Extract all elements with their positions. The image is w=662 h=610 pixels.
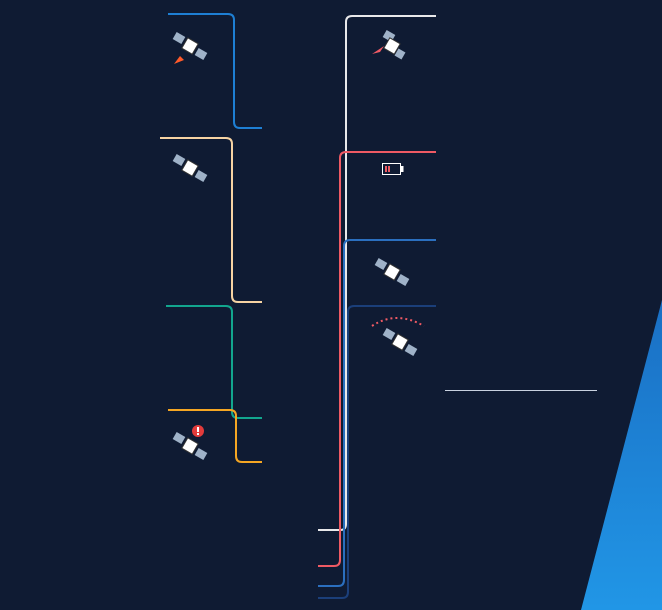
satellite-collision-icon — [372, 30, 406, 60]
connector-aerodynamics — [318, 305, 436, 599]
connector-unknown — [166, 305, 262, 419]
satellite-icon — [172, 154, 208, 182]
connector-collision — [318, 15, 436, 531]
atmosphere-arc-icon — [371, 317, 425, 327]
satellite-rocket-icon — [172, 32, 208, 64]
connector-anomalous — [168, 409, 262, 463]
connector-propulsion — [168, 13, 262, 129]
connector-electrical — [318, 151, 436, 567]
satellite-accident-icon — [374, 258, 410, 286]
summary-divider — [445, 390, 597, 391]
connector-accidental — [318, 239, 436, 587]
battery-icon — [382, 163, 404, 175]
connector-deliberate — [160, 137, 262, 303]
satellite-drag-icon — [382, 328, 418, 356]
satellite-warning-icon — [172, 425, 208, 460]
